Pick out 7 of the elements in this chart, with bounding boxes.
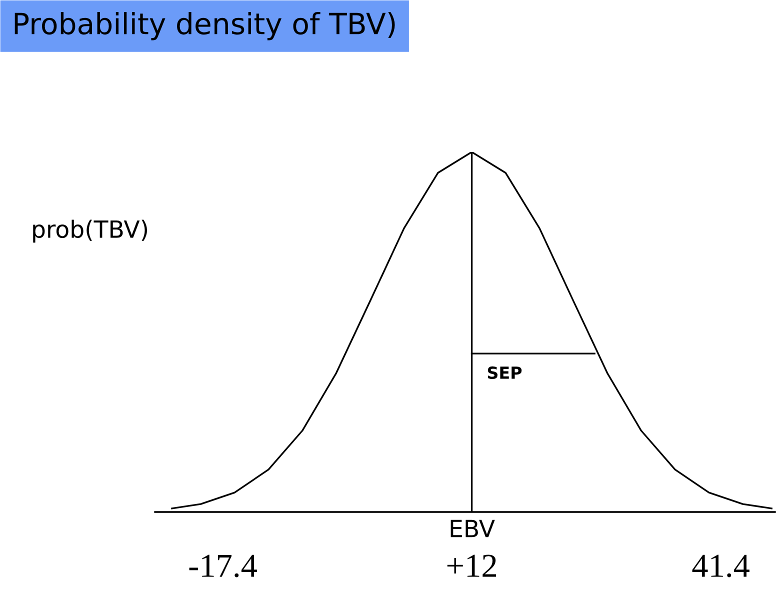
annotation: SEP	[488, 366, 522, 380]
x-tick-label: -17.4	[189, 554, 257, 578]
x-axis-title: EBV	[450, 520, 495, 538]
x-tick-label: +12	[447, 554, 496, 577]
y-axis-title: prob(TBV)	[33, 220, 148, 243]
x-tick-label: 41.4	[692, 554, 750, 578]
chart-title: Probability density of TBV)	[14, 12, 395, 40]
